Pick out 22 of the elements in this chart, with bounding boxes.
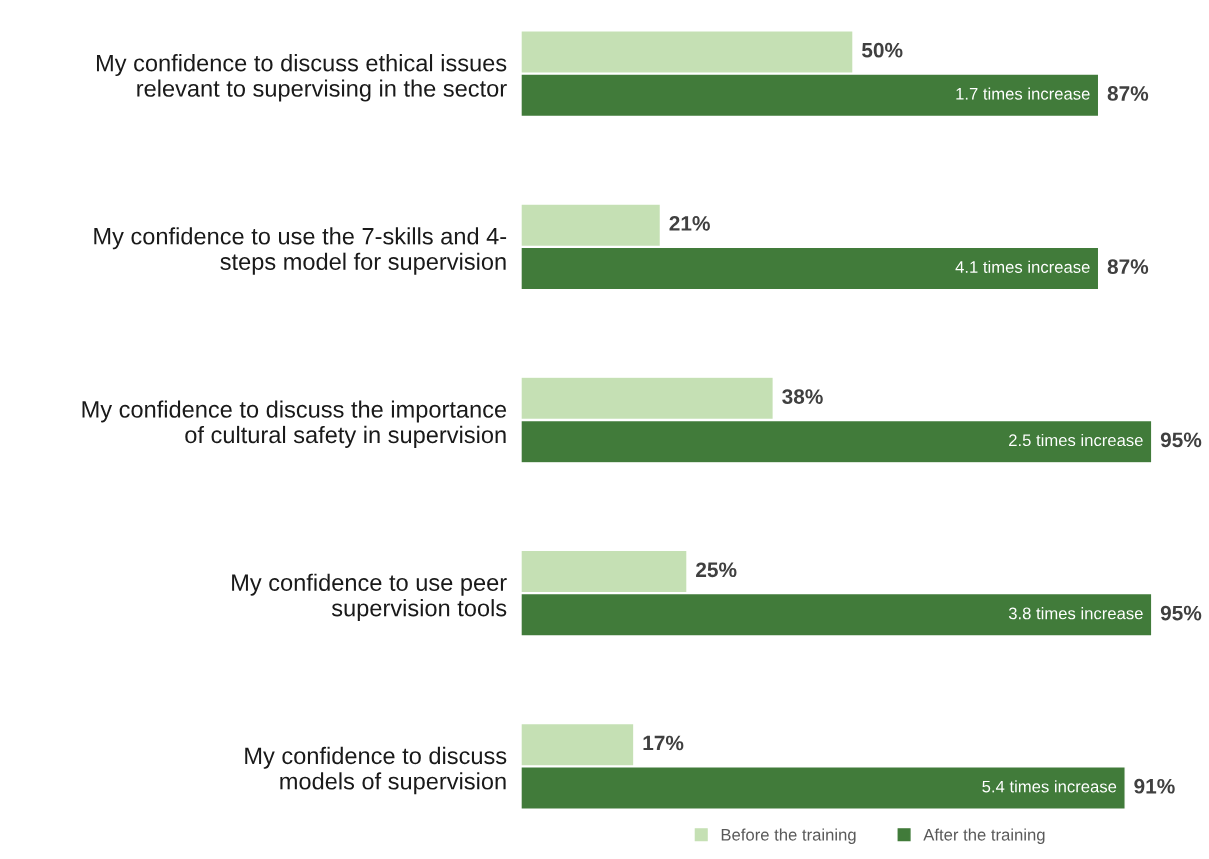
y-tick-label: My confidence to discuss ethical issues relevant to supervising in the sector bbox=[96, 54, 507, 102]
annotation: 5.4 times increase bbox=[982, 780, 1117, 793]
data-label: 21% bbox=[669, 216, 710, 231]
data-label: 95% bbox=[1160, 605, 1202, 621]
annotation: 4.1 times increase bbox=[955, 260, 1090, 273]
data-label: 91% bbox=[1134, 778, 1175, 794]
y-tick-label: My confidence to discuss models of supervision bbox=[245, 746, 507, 795]
legend-label: After the training bbox=[923, 828, 1045, 844]
data-label: 87% bbox=[1107, 86, 1149, 101]
data-label: 95% bbox=[1160, 432, 1202, 448]
y-tick-label: My confidence to use peer supervision tools bbox=[232, 573, 507, 622]
legend-label: Before the training bbox=[721, 828, 856, 844]
y-tick-label: My confidence to use the 7-skills and 4- steps model for supervision bbox=[94, 227, 507, 275]
data-label: 38% bbox=[782, 389, 823, 404]
data-label: 25% bbox=[696, 562, 737, 578]
data-label: 50% bbox=[861, 42, 903, 58]
data-label: 87% bbox=[1107, 259, 1149, 275]
annotation: 2.5 times increase bbox=[1009, 433, 1143, 447]
y-tick-label: My confidence to discuss the importance of cultural safety in supervision bbox=[82, 400, 507, 448]
annotation: 3.8 times increase bbox=[1008, 607, 1143, 620]
data-label: 17% bbox=[643, 735, 684, 751]
annotation: 1.7 times increase bbox=[956, 87, 1090, 100]
